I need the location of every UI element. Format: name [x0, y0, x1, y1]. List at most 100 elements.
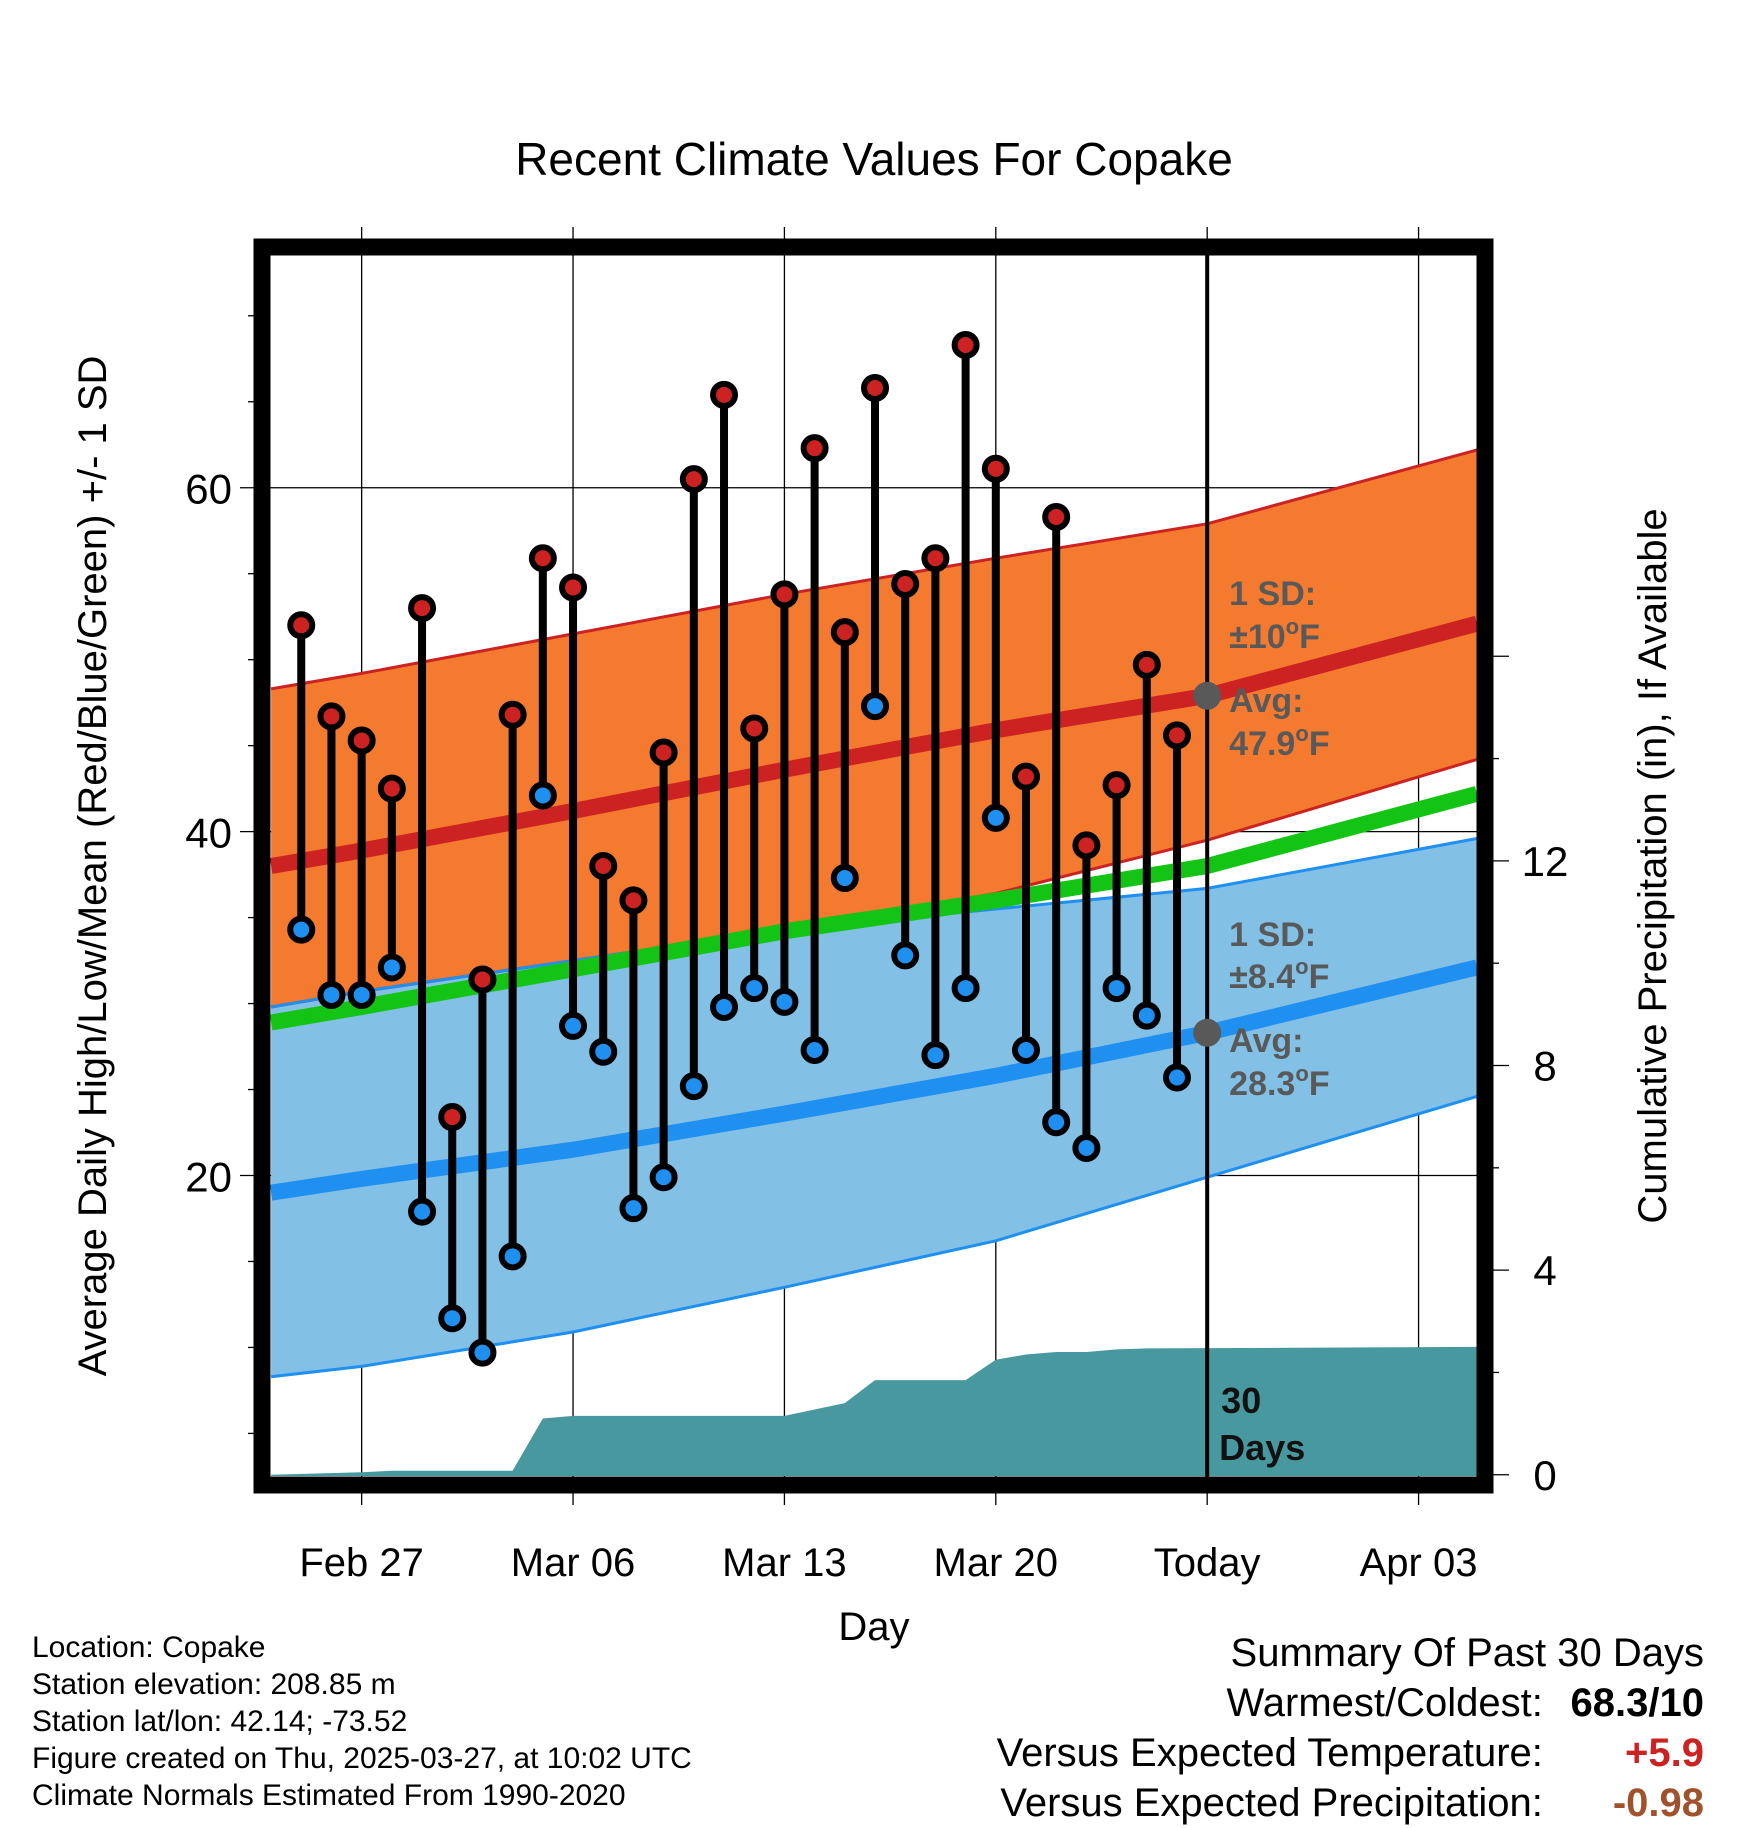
precipitation-area: [271, 1346, 1478, 1476]
x-tick-label: Today: [1154, 1541, 1261, 1585]
daily-high-point: [830, 618, 859, 647]
unit-f: F: [1309, 958, 1330, 996]
info-elevation: Station elevation: 208.85 m: [32, 1668, 396, 1701]
unit-f: F: [1309, 725, 1330, 763]
daily-low-point: [1042, 1108, 1071, 1137]
daily-high-point: [770, 580, 799, 609]
daily-high-point: [589, 852, 618, 880]
summary-warmest-coldest: Warmest/Coldest: 68.3/10: [997, 1678, 1705, 1728]
y-tick-label: 40: [185, 810, 232, 857]
y-axis-label: Average Daily High/Low/Mean (Red/Blue/Gr…: [71, 356, 115, 1377]
y2-tick-label: 0: [1533, 1452, 1556, 1499]
daily-high-point: [951, 331, 980, 360]
info-latlon: Station lat/lon: 42.14; -73.52: [32, 1705, 408, 1738]
high-avg-title: Avg:: [1229, 682, 1303, 720]
degree-symbol: o: [1286, 614, 1299, 639]
y-tick-label: 60: [185, 466, 232, 513]
temperature-value: +5.9: [1625, 1731, 1704, 1775]
daily-high-point: [710, 380, 739, 409]
info-location: Location: Copake: [32, 1631, 266, 1664]
x-axis-label: Day: [838, 1605, 909, 1649]
daily-high-point: [1072, 831, 1101, 860]
daily-high-point: [408, 594, 437, 623]
high-avg-label: Avg:: [1229, 682, 1303, 720]
daily-low-point: [649, 1163, 678, 1192]
low-sd-title: 1 SD:: [1229, 916, 1316, 954]
daily-low-point: [287, 915, 316, 944]
daily-low-point: [468, 1338, 497, 1367]
low-sd-label: 1 SD:: [1229, 916, 1316, 954]
summary-temperature: Versus Expected Temperature: +5.9: [997, 1728, 1704, 1778]
daily-low-point: [1072, 1133, 1101, 1162]
daily-low-point: [438, 1304, 467, 1333]
daily-low-point: [770, 987, 799, 1016]
daily-low-point: [861, 692, 890, 721]
low-avg-title: Avg:: [1229, 1022, 1303, 1060]
daily-low-point: [981, 803, 1010, 832]
high-sd-title: 1 SD:: [1229, 575, 1316, 613]
y-tick-label: 20: [185, 1154, 232, 1201]
plot-frame: [253, 238, 1494, 1494]
daily-high-point: [377, 774, 406, 803]
daily-low-point: [891, 941, 920, 970]
daily-high-point: [619, 886, 648, 915]
info-created: Figure created on Thu, 2025-03-27, at 10…: [32, 1742, 692, 1775]
info-normals: Climate Normals Estimated From 1990-2020: [32, 1779, 626, 1812]
daily-high-point: [528, 544, 557, 573]
chart-title: Recent Climate Values For Copake: [515, 133, 1233, 185]
degree-symbol: o: [1295, 1061, 1308, 1086]
daily-high-point: [1102, 771, 1131, 800]
cumulative-precipitation-area: [271, 1346, 1478, 1476]
axes: 20 40 60 0 4 8 12 Feb 27 Mar 06 Mar 13 Mar 20 Today…: [185, 227, 1568, 1585]
daily-low-point: [710, 992, 739, 1021]
daily-high-point: [800, 434, 829, 463]
high-sd-text: ±10oF: [1229, 614, 1320, 656]
daily-high-point: [468, 965, 497, 994]
summary-title: Summary Of Past 30 Days: [1230, 1631, 1704, 1675]
daily-low-point: [408, 1197, 437, 1226]
summary-precipitation: Versus Expected Precipitation: -0.98: [997, 1778, 1704, 1828]
precipitation-label: Versus Expected Precipitation:: [1000, 1781, 1543, 1825]
daily-high-point: [649, 738, 678, 767]
daily-low-point: [679, 1072, 708, 1101]
summary-panel: Summary Of Past 30 Days Warmest/Coldest:…: [997, 1628, 1704, 1828]
daily-high-point: [891, 570, 920, 599]
daily-low-point: [951, 974, 980, 1003]
x-tick-label: Mar 06: [511, 1541, 636, 1585]
degree-symbol: o: [1295, 721, 1308, 746]
daily-high-point: [438, 1103, 467, 1132]
daily-high-point: [981, 454, 1010, 483]
daily-high-point: [559, 573, 588, 602]
window-number: 30: [1221, 1380, 1261, 1421]
daily-low-point: [589, 1037, 618, 1066]
y2-tick-label: 8: [1533, 1043, 1556, 1090]
low-sd-value: ±8.4: [1229, 958, 1295, 996]
warmest-coldest-label: Warmest/Coldest:: [1226, 1681, 1543, 1725]
y2-axis-label: Cumulative Precipitation (in), If Availa…: [1631, 508, 1675, 1223]
daily-low-point: [921, 1041, 950, 1070]
daily-low-point: [1102, 974, 1131, 1003]
daily-high-point: [740, 714, 769, 743]
daily-high-point: [287, 611, 316, 640]
daily-low-point: [800, 1035, 829, 1064]
window-label: Days: [1219, 1427, 1305, 1468]
daily-high-point: [679, 465, 708, 494]
low-avg-text: 28.3oF: [1229, 1061, 1329, 1103]
temperature-label: Versus Expected Temperature:: [996, 1731, 1543, 1775]
x-tick-label: Mar 13: [722, 1541, 847, 1585]
daily-low-point: [1162, 1063, 1191, 1092]
daily-low-point: [619, 1194, 648, 1223]
warmest-coldest-value: 68.3/10: [1570, 1681, 1704, 1725]
daily-low-point: [498, 1242, 527, 1271]
degree-symbol: o: [1295, 954, 1308, 979]
daily-low-point: [347, 980, 376, 1009]
today-low-avg-marker: [1193, 1018, 1222, 1047]
daily-observations: [287, 331, 1191, 1367]
precipitation-value: -0.98: [1612, 1781, 1704, 1825]
daily-low-point: [528, 781, 557, 810]
daily-high-point: [861, 373, 890, 402]
high-sd-value: ±10: [1229, 618, 1285, 656]
daily-high-point: [1011, 762, 1040, 791]
